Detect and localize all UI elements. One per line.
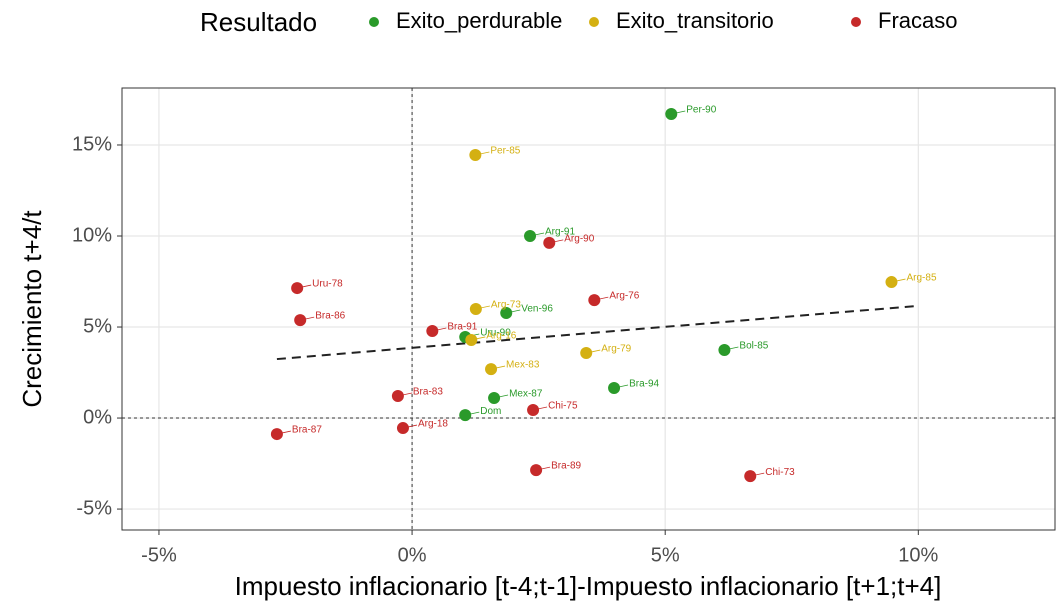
point-label: Mex-83 <box>506 360 540 371</box>
point <box>270 428 283 441</box>
point-label: Arg-90 <box>564 234 594 245</box>
point-label: Arg-16 <box>486 331 516 342</box>
point-label: Arg-91 <box>545 227 575 238</box>
point-label: Bra-89 <box>551 461 581 472</box>
y-tick-label: 0% <box>83 406 112 428</box>
x-tick-label: 0% <box>398 544 427 566</box>
y-tick-label: -5% <box>76 497 112 519</box>
x-tick-label: 5% <box>651 544 680 566</box>
point <box>885 276 898 289</box>
y-tick-label: 10% <box>72 224 112 246</box>
x-axis-title: Impuesto inflacionario [t-4;t-1]-Impuest… <box>235 571 942 601</box>
point <box>665 108 678 121</box>
point-label: Bra-87 <box>292 425 322 436</box>
legend-marker <box>589 17 599 27</box>
y-tick-label: 15% <box>72 133 112 155</box>
y-axis-title: Crecimiento t+4/t <box>17 210 47 408</box>
point <box>426 325 439 338</box>
point-label: Bol-85 <box>739 341 768 352</box>
legend-title: Resultado <box>200 7 317 37</box>
point <box>580 347 593 360</box>
point <box>391 390 404 403</box>
point <box>488 392 501 405</box>
point <box>744 470 757 483</box>
point-label: Uru-78 <box>312 279 343 290</box>
point <box>294 314 307 327</box>
x-tick-label: 10% <box>898 544 938 566</box>
plot-border <box>121 87 1056 531</box>
y-tick-label: 5% <box>83 315 112 337</box>
point <box>543 236 556 249</box>
point-label: Per-85 <box>490 146 520 157</box>
x-tick-label: -5% <box>141 544 177 566</box>
point-label: Arg-76 <box>609 291 639 302</box>
point <box>588 294 601 307</box>
point <box>530 464 543 477</box>
point-label: Dom <box>480 406 501 417</box>
point-label: Per-90 <box>686 105 716 116</box>
point-label: Bra-94 <box>629 379 659 390</box>
legend-marker <box>851 17 861 27</box>
point <box>524 230 537 243</box>
point-label: Mex-87 <box>509 389 543 400</box>
point-label: Bra-86 <box>315 311 345 322</box>
legend-label: Fracaso <box>878 8 957 33</box>
point <box>500 307 513 320</box>
point <box>718 343 731 356</box>
point-label: Uru-90 <box>480 328 511 339</box>
point <box>485 363 498 376</box>
point-label: Arg-18 <box>418 419 448 430</box>
legend-label: Exito_perdurable <box>396 8 562 33</box>
point-label: Arg-85 <box>906 273 936 284</box>
point <box>459 409 472 422</box>
point-label: Bra-91 <box>447 322 477 333</box>
point-label: Ven-96 <box>521 304 553 315</box>
point <box>469 148 482 161</box>
point <box>465 333 478 346</box>
point-label: Arg-73 <box>491 300 521 311</box>
point <box>608 382 621 395</box>
trend-line <box>276 305 916 361</box>
point <box>396 422 409 435</box>
point-label: Chi-73 <box>765 467 795 478</box>
legend-label: Exito_transitorio <box>616 8 774 33</box>
legend-marker <box>369 17 379 27</box>
point <box>527 404 540 417</box>
point-label: Arg-79 <box>601 344 631 355</box>
point-label: Chi-75 <box>548 401 578 412</box>
point <box>469 303 482 315</box>
point-label: Bra-83 <box>413 387 443 398</box>
point <box>291 282 304 295</box>
